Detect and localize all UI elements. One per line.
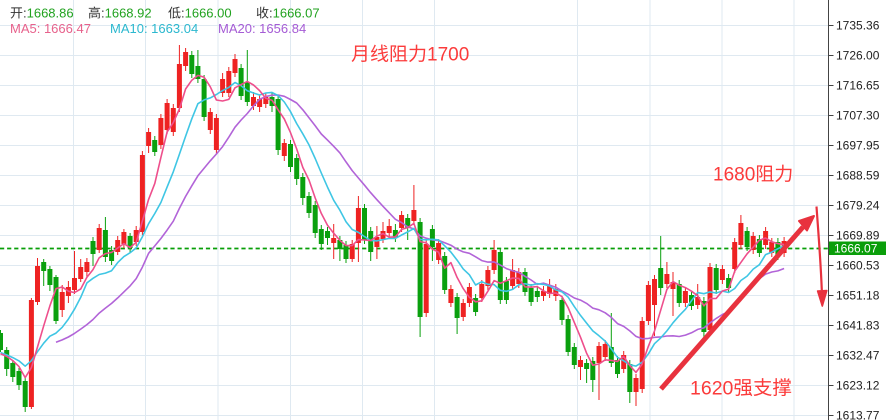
svg-text:1716.65: 1716.65 (836, 79, 880, 93)
svg-text::: : (181, 6, 185, 21)
svg-text:1700: 1700 (427, 45, 469, 66)
svg-text:1623.12: 1623.12 (836, 379, 880, 393)
svg-text:1666.07: 1666.07 (834, 242, 878, 256)
svg-text:1641.83: 1641.83 (836, 319, 880, 333)
svg-text::: : (101, 6, 105, 21)
svg-text:1679.24: 1679.24 (836, 199, 880, 213)
svg-text:1668.86: 1668.86 (27, 6, 74, 21)
svg-text:1613.77: 1613.77 (836, 409, 880, 420)
svg-text:1707.30: 1707.30 (836, 109, 880, 123)
svg-text:1666.07: 1666.07 (273, 6, 320, 21)
svg-text:MA5: 1666.47: MA5: 1666.47 (10, 21, 91, 36)
svg-text:1697.95: 1697.95 (836, 139, 880, 153)
svg-text:1726.00: 1726.00 (836, 49, 880, 63)
svg-text::: : (269, 6, 273, 21)
svg-text:MA10: 1663.04: MA10: 1663.04 (110, 21, 198, 36)
svg-text:1651.18: 1651.18 (836, 289, 880, 303)
svg-text:1735.36: 1735.36 (836, 19, 880, 33)
svg-text::: : (23, 6, 27, 21)
svg-text:1632.47: 1632.47 (836, 349, 880, 363)
svg-text:MA20: 1656.84: MA20: 1656.84 (218, 21, 306, 36)
svg-text:1620: 1620 (690, 378, 734, 400)
svg-text:1660.53: 1660.53 (836, 259, 880, 273)
svg-text:1688.59: 1688.59 (836, 169, 880, 183)
svg-text:1680: 1680 (713, 165, 755, 186)
svg-text:1669.89: 1669.89 (836, 229, 880, 243)
svg-text:1666.00: 1666.00 (185, 6, 232, 21)
svg-text:1668.92: 1668.92 (105, 6, 152, 21)
